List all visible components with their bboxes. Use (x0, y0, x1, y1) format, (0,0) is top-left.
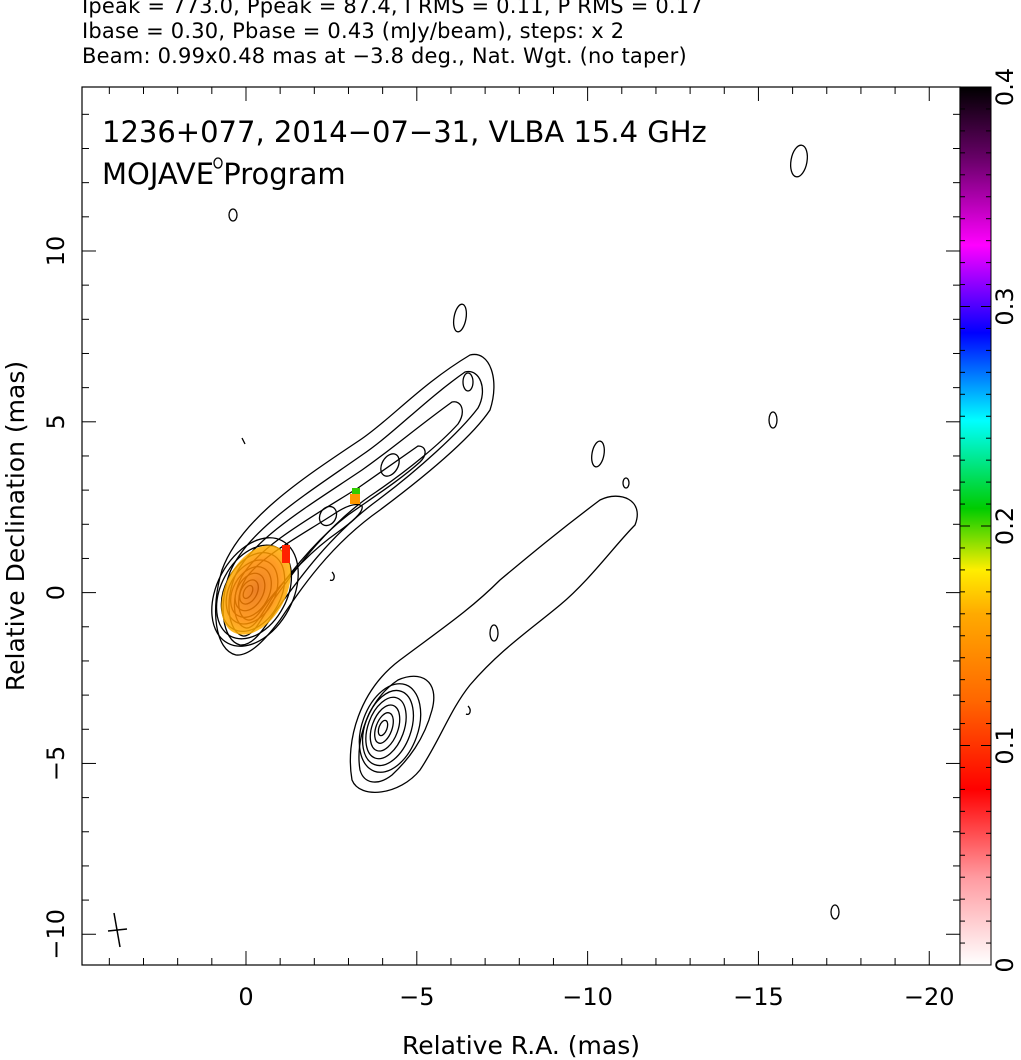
south-contour-4 (361, 689, 415, 767)
contours (211, 144, 840, 920)
colorbar-tick-label: 0.4 (991, 68, 1019, 106)
x-tick-label: −10 (562, 983, 613, 1011)
jet-knot-1 (380, 453, 400, 477)
island-12 (241, 437, 246, 445)
pol-pixel-green (352, 488, 360, 494)
colorbar-tick-label: 0 (991, 957, 1019, 972)
jet-knot-3 (462, 372, 474, 392)
y-tick-label: 10 (42, 236, 70, 267)
island-2 (591, 440, 605, 468)
colorbar-labels: 0 0.1 0.2 0.3 0.4 (960, 68, 1019, 973)
core-contour-1 (211, 537, 299, 647)
island-9 (213, 157, 223, 169)
island-7 (489, 624, 499, 642)
south-contour-outer (349, 495, 638, 793)
tick-labels: 0 −5 −10 −15 −20 −10 −5 0 5 10 (42, 236, 955, 1011)
colorbar-tick-label: 0.1 (991, 726, 1019, 764)
south-contour-7 (374, 712, 394, 744)
y-tick-label: −10 (42, 909, 70, 960)
y-tick-label: 5 (42, 414, 70, 429)
x-tick-label: 0 (238, 983, 253, 1011)
header-line-2: Ibase = 0.30, Pbase = 0.43 (mJy/beam), s… (82, 19, 625, 43)
jet-contour-2 (222, 371, 483, 646)
header-line-1: Ipeak = 773.0, Ppeak = 87.4, I RMS = 0.1… (82, 0, 703, 18)
south-contour-3 (358, 683, 422, 773)
plot-frame (81, 86, 961, 966)
axis-ticks (82, 87, 960, 965)
y-tick-label: 0 (42, 585, 70, 600)
island-1 (452, 303, 468, 333)
jet-knot-2 (318, 505, 338, 527)
colorbar-tick-label: 0.2 (991, 507, 1019, 545)
south-contour-5 (365, 696, 407, 760)
y-tick-label: −5 (42, 746, 70, 781)
island-4 (789, 144, 809, 178)
polarization-patches (221, 488, 360, 635)
y-axis-label: Relative Declination (mas) (1, 361, 30, 691)
south-contour-8 (377, 719, 389, 737)
pol-pixel-red (282, 545, 290, 563)
south-contour-6 (369, 704, 401, 752)
header-line-3: Beam: 0.99x0.48 mas at −3.8 deg., Nat. W… (82, 44, 687, 68)
pol-pixel-orange (350, 494, 360, 504)
jet-contour-outer (214, 353, 495, 656)
colorbar-tick-label: 0.3 (991, 287, 1019, 325)
core-polarization (221, 545, 291, 635)
x-tick-label: −15 (733, 983, 784, 1011)
island-3 (228, 208, 238, 222)
island-5 (768, 411, 778, 429)
island-11 (465, 705, 471, 716)
island-8 (622, 477, 630, 489)
x-axis-label: Relative R.A. (mas) (402, 1031, 640, 1060)
beam-marker (107, 912, 128, 948)
x-tick-label: −5 (399, 983, 434, 1011)
island-10 (329, 571, 335, 582)
plot-title: 1236+077, 2014−07−31, VLBA 15.4 GHz (102, 115, 707, 149)
island-6 (830, 904, 840, 920)
plot-subtitle: MOJAVE Program (102, 157, 346, 191)
x-tick-label: −20 (904, 983, 955, 1011)
